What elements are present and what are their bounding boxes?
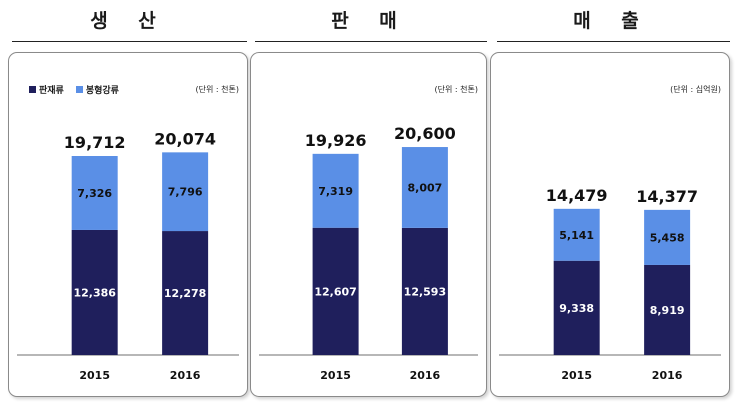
data-label-display-2015: 5,141	[559, 229, 594, 242]
total-label-2015: 19,712	[64, 133, 126, 152]
data-label-panel-2016: 8,919	[650, 304, 685, 317]
bar-segment-panel-2016	[401, 227, 448, 355]
data-label-display-2016: 8,007	[408, 181, 443, 194]
x-tick-label-2015: 2015	[320, 369, 351, 382]
legend-item-panel: 판재류	[29, 83, 64, 96]
bar-segment-display-2015	[553, 208, 600, 261]
data-label-panel-2015: 12,607	[314, 285, 356, 298]
bar-segment-panel-2016	[162, 231, 209, 355]
bar-segment-panel-2015	[553, 260, 600, 355]
legend-swatch-panel	[29, 86, 36, 93]
legend-label-display: 봉형강류	[85, 86, 119, 96]
x-tick-label-2015: 2015	[561, 369, 592, 382]
total-label-2016: 20,074	[154, 129, 216, 148]
data-label-display-2015: 7,319	[318, 185, 353, 198]
bar-segment-panel-2015	[312, 227, 359, 355]
chart-panel-revenue: (단위 : 십억원) 9,338 5,141 14,479 2015 8,919 5,45…	[490, 52, 730, 397]
bar-segment-display-2016	[162, 152, 209, 232]
legend-swatch-display	[75, 86, 83, 93]
bar-segment-display-2015	[71, 156, 118, 230]
bar-segment-panel-2015	[71, 229, 118, 355]
legend-label-panel: 판재류	[39, 86, 64, 96]
bar-segment-panel-2016	[644, 264, 691, 355]
x-tick-label-2016: 2016	[410, 369, 441, 382]
title-rule-production	[12, 41, 247, 42]
unit-label: (단위 : 십억원)	[670, 85, 721, 94]
legend: 판재류 봉형강류	[29, 83, 119, 96]
total-label-2015: 19,926	[305, 131, 367, 150]
data-label-panel-2015: 12,386	[73, 286, 116, 299]
data-label-panel-2015: 9,338	[559, 302, 594, 315]
unit-label: (단위 : 천톤)	[195, 85, 239, 94]
chart-panel-sales-volume: (단위 : 천톤) 12,607 7,319 19,926 2015 12,593 8,0…	[250, 52, 487, 397]
bar-segment-display-2016	[401, 147, 448, 228]
bar-segment-display-2015	[312, 153, 359, 228]
title-rule-sales-volume	[255, 41, 487, 42]
bar-segment-display-2016	[644, 209, 691, 265]
title-rule-revenue	[497, 41, 730, 42]
legend-item-display: 봉형강류	[75, 83, 119, 96]
unit-label: (단위 : 천톤)	[434, 85, 478, 94]
x-tick-label-2016: 2016	[652, 369, 683, 382]
total-label-2015: 14,479	[546, 186, 608, 205]
panel-title-revenue: 매 출	[573, 10, 651, 32]
chart-panel-production: 판재류 봉형강류 (단위 : 천톤) 12,386 7,326 19,712 2015…	[8, 52, 248, 397]
panel-title-sales-volume: 판 매	[331, 10, 409, 32]
stacked-bar-chart-revenue: 9,338 5,141 14,479 2015 8,919 5,458 14,377 2016	[499, 186, 721, 382]
data-label-display-2016: 5,458	[650, 231, 685, 244]
panel-title-production: 생 산	[90, 10, 168, 32]
total-label-2016: 14,377	[636, 187, 698, 206]
data-label-panel-2016: 12,593	[404, 285, 446, 298]
total-label-2016: 20,600	[394, 124, 456, 143]
data-label-display-2016: 7,796	[168, 186, 203, 199]
x-tick-label-2015: 2015	[79, 369, 110, 382]
stacked-bar-chart-production: 12,386 7,326 19,712 2015 12,278 7,796 20,074 20…	[17, 129, 239, 382]
stacked-bar-chart-sales-volume: 12,607 7,319 19,926 2015 12,593 8,007 20,600 20…	[259, 124, 478, 382]
data-label-display-2015: 7,326	[77, 187, 112, 200]
data-label-panel-2016: 12,278	[164, 287, 206, 300]
x-tick-label-2016: 2016	[170, 369, 201, 382]
